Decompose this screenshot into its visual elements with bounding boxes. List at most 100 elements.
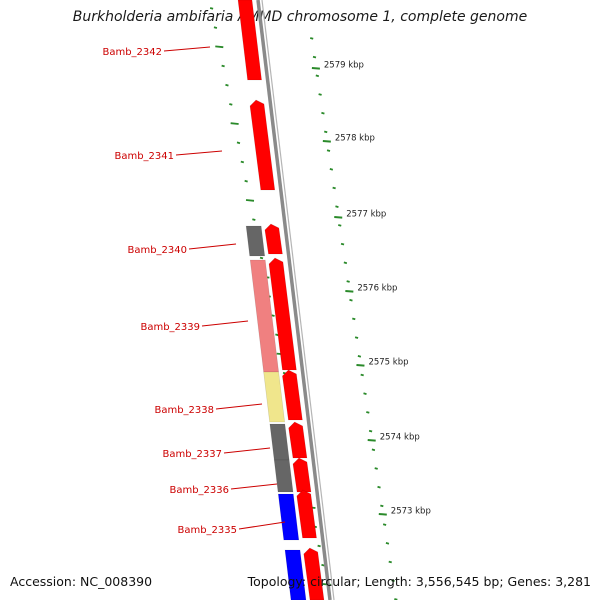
- kbp-label: 2573 kbp: [391, 507, 431, 517]
- outer-tick: [326, 149, 331, 152]
- category-next[interactable]: [284, 549, 307, 600]
- inner-tick: [221, 64, 225, 68]
- major-tick: [311, 67, 320, 70]
- gene-label[interactable]: Bamb_2340: [127, 245, 187, 256]
- outer-tick: [352, 317, 356, 321]
- outer-tick: [366, 411, 370, 414]
- category-bamb-2338[interactable]: [263, 371, 285, 423]
- kbp-label: 2575 kbp: [368, 358, 408, 368]
- outer-tick: [343, 261, 348, 265]
- inner-tick: [275, 333, 279, 337]
- kbp-label: 2574 kbp: [380, 433, 420, 443]
- map-title: Burkholderia ambifaria AMMD chromosome 1…: [72, 9, 528, 25]
- inner-tick: [213, 26, 218, 29]
- scale-label-layer: 2579 kbp 2578 kbp 2577 kbp 2576 kbp 2575 kbp…: [324, 61, 431, 517]
- outer-tick: [329, 168, 334, 171]
- gene-label[interactable]: Bamb_2339: [140, 322, 200, 333]
- gene-bamb-2342[interactable]: [237, 0, 262, 81]
- outer-tick: [368, 429, 373, 433]
- inner-tick: [321, 563, 325, 567]
- inner-tick: [230, 122, 239, 125]
- outer-tick: [309, 37, 314, 40]
- outer-tick: [349, 298, 353, 302]
- gene-leader-line: [201, 320, 249, 327]
- backbone: [256, 0, 335, 600]
- outer-tick: [371, 448, 376, 452]
- gene-bamb-2338[interactable]: [282, 369, 303, 421]
- outer-tick: [315, 74, 320, 78]
- feature-track: [237, 0, 325, 600]
- gene-bamb-2337[interactable]: [288, 421, 308, 459]
- outer-tick: [354, 336, 359, 339]
- gene-label[interactable]: Bamb_2336: [169, 485, 229, 496]
- inner-tick: [236, 141, 241, 145]
- gene-label[interactable]: Bamb_2335: [177, 525, 237, 536]
- category-bamb-2340[interactable]: [245, 225, 266, 257]
- category-bamb-2336[interactable]: [273, 459, 294, 493]
- gene-label[interactable]: Bamb_2341: [114, 151, 174, 162]
- outer-tick: [321, 111, 325, 115]
- inner-tick: [229, 103, 233, 106]
- inner-tick: [317, 544, 321, 548]
- gene-next[interactable]: [303, 547, 325, 600]
- genome-summary-text: Topology: circular; Length: 3,556,545 bp…: [247, 574, 591, 589]
- outer-tick: [346, 280, 350, 283]
- outer-tick: [357, 355, 362, 358]
- outer-tick: [340, 242, 345, 246]
- gene-leader-line: [163, 46, 211, 52]
- kbp-label: 2577 kbp: [346, 210, 386, 220]
- major-tick: [367, 439, 376, 442]
- gene-bamb-2336[interactable]: [292, 457, 312, 493]
- major-tick: [378, 513, 387, 516]
- gene-bamb-2335[interactable]: [296, 489, 317, 539]
- gene-leader-line: [238, 521, 286, 530]
- category-bamb-2335[interactable]: [277, 493, 300, 541]
- gene-bamb-2340[interactable]: [264, 223, 283, 255]
- outer-tick-ring: [309, 37, 398, 600]
- gene-label[interactable]: Bamb_2342: [102, 47, 162, 58]
- inner-tick: [271, 314, 275, 317]
- gene-label-layer: Bamb_2342 Bamb_2341 Bamb_2340 Bamb_2339 Bamb…: [102, 46, 286, 536]
- outer-tick: [312, 55, 317, 59]
- gene-label[interactable]: Bamb_2337: [162, 449, 222, 460]
- outer-tick: [338, 224, 342, 227]
- major-tick: [322, 140, 331, 143]
- outer-tick: [377, 485, 381, 489]
- inner-tick: [209, 7, 214, 10]
- outer-tick: [385, 542, 390, 545]
- outer-tick: [380, 504, 384, 508]
- kbp-label: 2579 kbp: [324, 61, 364, 71]
- outer-tick: [318, 93, 322, 96]
- inner-tick: [244, 179, 248, 183]
- gene-leader-line: [223, 447, 271, 454]
- outer-tick: [374, 467, 378, 470]
- gene-bamb-2339[interactable]: [268, 257, 297, 371]
- major-tick: [334, 216, 343, 219]
- major-tick: [356, 364, 365, 367]
- inner-tick: [240, 160, 245, 164]
- outer-tick: [332, 186, 336, 190]
- outer-tick: [388, 560, 392, 564]
- gene-leader-line: [175, 150, 223, 156]
- inner-tick: [259, 256, 264, 260]
- kbp-label: 2578 kbp: [335, 134, 375, 144]
- gene-label[interactable]: Bamb_2338: [154, 405, 214, 416]
- gene-leader-line: [230, 483, 278, 490]
- major-tick: [345, 290, 354, 293]
- backbone-highlight: [261, 0, 335, 600]
- inner-tick: [225, 83, 229, 87]
- outer-tick: [360, 373, 364, 377]
- outer-tick: [382, 523, 387, 526]
- kbp-label: 2576 kbp: [357, 284, 397, 294]
- accession-text: Accession: NC_008390: [10, 574, 153, 589]
- outer-tick: [335, 205, 339, 208]
- outer-tick: [323, 130, 328, 134]
- gene-bamb-2341[interactable]: [249, 99, 276, 191]
- inner-tick: [252, 218, 256, 221]
- gene-leader-line: [188, 243, 237, 250]
- category-bamb-2337[interactable]: [269, 423, 290, 461]
- outer-tick: [363, 392, 367, 395]
- backbone-line: [256, 0, 332, 600]
- outer-tick: [391, 579, 395, 582]
